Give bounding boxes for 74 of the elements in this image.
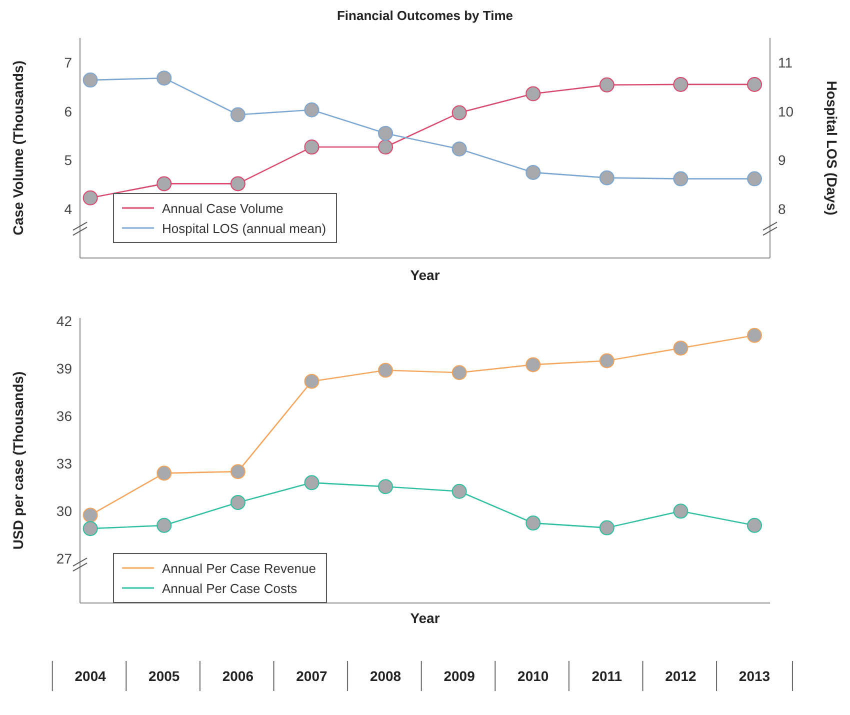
- point: [82, 72, 98, 88]
- point: [82, 521, 98, 536]
- point: [673, 76, 688, 92]
- point: [304, 102, 320, 118]
- point: [304, 374, 320, 389]
- point: [378, 140, 394, 155]
- y-tick-label: 36: [56, 408, 72, 424]
- point: [230, 464, 246, 480]
- point: [747, 518, 762, 533]
- point: [526, 86, 541, 102]
- point: [747, 76, 762, 92]
- point: [156, 466, 172, 481]
- point: [304, 140, 320, 155]
- point: [673, 171, 688, 186]
- x-tick-label: 2008: [370, 668, 402, 684]
- point: [747, 171, 762, 186]
- point: [230, 107, 246, 122]
- y-tick-label: 27: [56, 550, 72, 567]
- x-tick-label: 2013: [738, 668, 770, 684]
- point: [156, 176, 172, 192]
- x-tick-label: 2009: [444, 668, 476, 684]
- chart-title: Financial Outcomes by Time: [336, 8, 514, 25]
- y2-tick-label: 11: [778, 54, 793, 70]
- point: [230, 494, 246, 510]
- y-axis-title: Case Volume (Thousands): [10, 60, 26, 236]
- x-tick-label: 2010: [518, 668, 549, 684]
- x-axis-title: Year: [410, 610, 440, 626]
- x-tick-label: 2007: [296, 668, 328, 684]
- y-tick-label: 39: [56, 360, 72, 377]
- point: [378, 362, 394, 378]
- point: [452, 365, 467, 380]
- legend-label: Hospital LOS (annual mean): [162, 220, 326, 236]
- y-tick-label: 6: [64, 103, 72, 120]
- point: [526, 164, 541, 180]
- point: [82, 190, 98, 206]
- point: [599, 77, 614, 92]
- x-axis-title: Year: [410, 266, 440, 283]
- point: [599, 353, 614, 368]
- y-tick-label: 7: [64, 54, 72, 70]
- y2-axis-title: Hospital LOS (Days): [824, 80, 840, 216]
- x-tick-label: 2004: [74, 668, 106, 684]
- y-tick-label: 33: [56, 456, 72, 472]
- x-tick-label: 2006: [222, 668, 254, 684]
- point: [747, 328, 762, 343]
- x-tick-label: 2005: [148, 668, 180, 684]
- y2-tick-label: 8: [778, 201, 786, 218]
- y-axis-title: USD per case (Thousands): [10, 371, 26, 550]
- point: [452, 105, 467, 120]
- point: [526, 357, 541, 372]
- legend-label: Annual Per Case Costs: [162, 580, 298, 596]
- point: [304, 475, 320, 490]
- x-tick-label: 2011: [592, 668, 622, 684]
- legend-label: Annual Case Volume: [162, 200, 284, 216]
- point: [673, 340, 688, 356]
- x-tick-label: 2012: [665, 668, 696, 684]
- point: [156, 518, 172, 533]
- point: [82, 508, 98, 523]
- legend-label: Annual Per Case Revenue: [162, 560, 316, 576]
- y-tick-label: 42: [56, 313, 72, 330]
- point: [452, 141, 467, 156]
- y2-tick-label: 10: [778, 103, 794, 120]
- y-tick-label: 30: [56, 503, 72, 520]
- y-tick-label: 4: [64, 201, 72, 218]
- point: [452, 484, 467, 499]
- point: [156, 70, 172, 86]
- point: [378, 479, 394, 494]
- y2-tick-label: 9: [778, 152, 786, 168]
- y-tick-label: 5: [64, 152, 72, 168]
- point: [230, 176, 246, 192]
- point: [599, 170, 614, 186]
- point: [599, 520, 614, 536]
- point: [526, 516, 541, 531]
- point: [673, 504, 688, 519]
- point: [378, 126, 394, 141]
